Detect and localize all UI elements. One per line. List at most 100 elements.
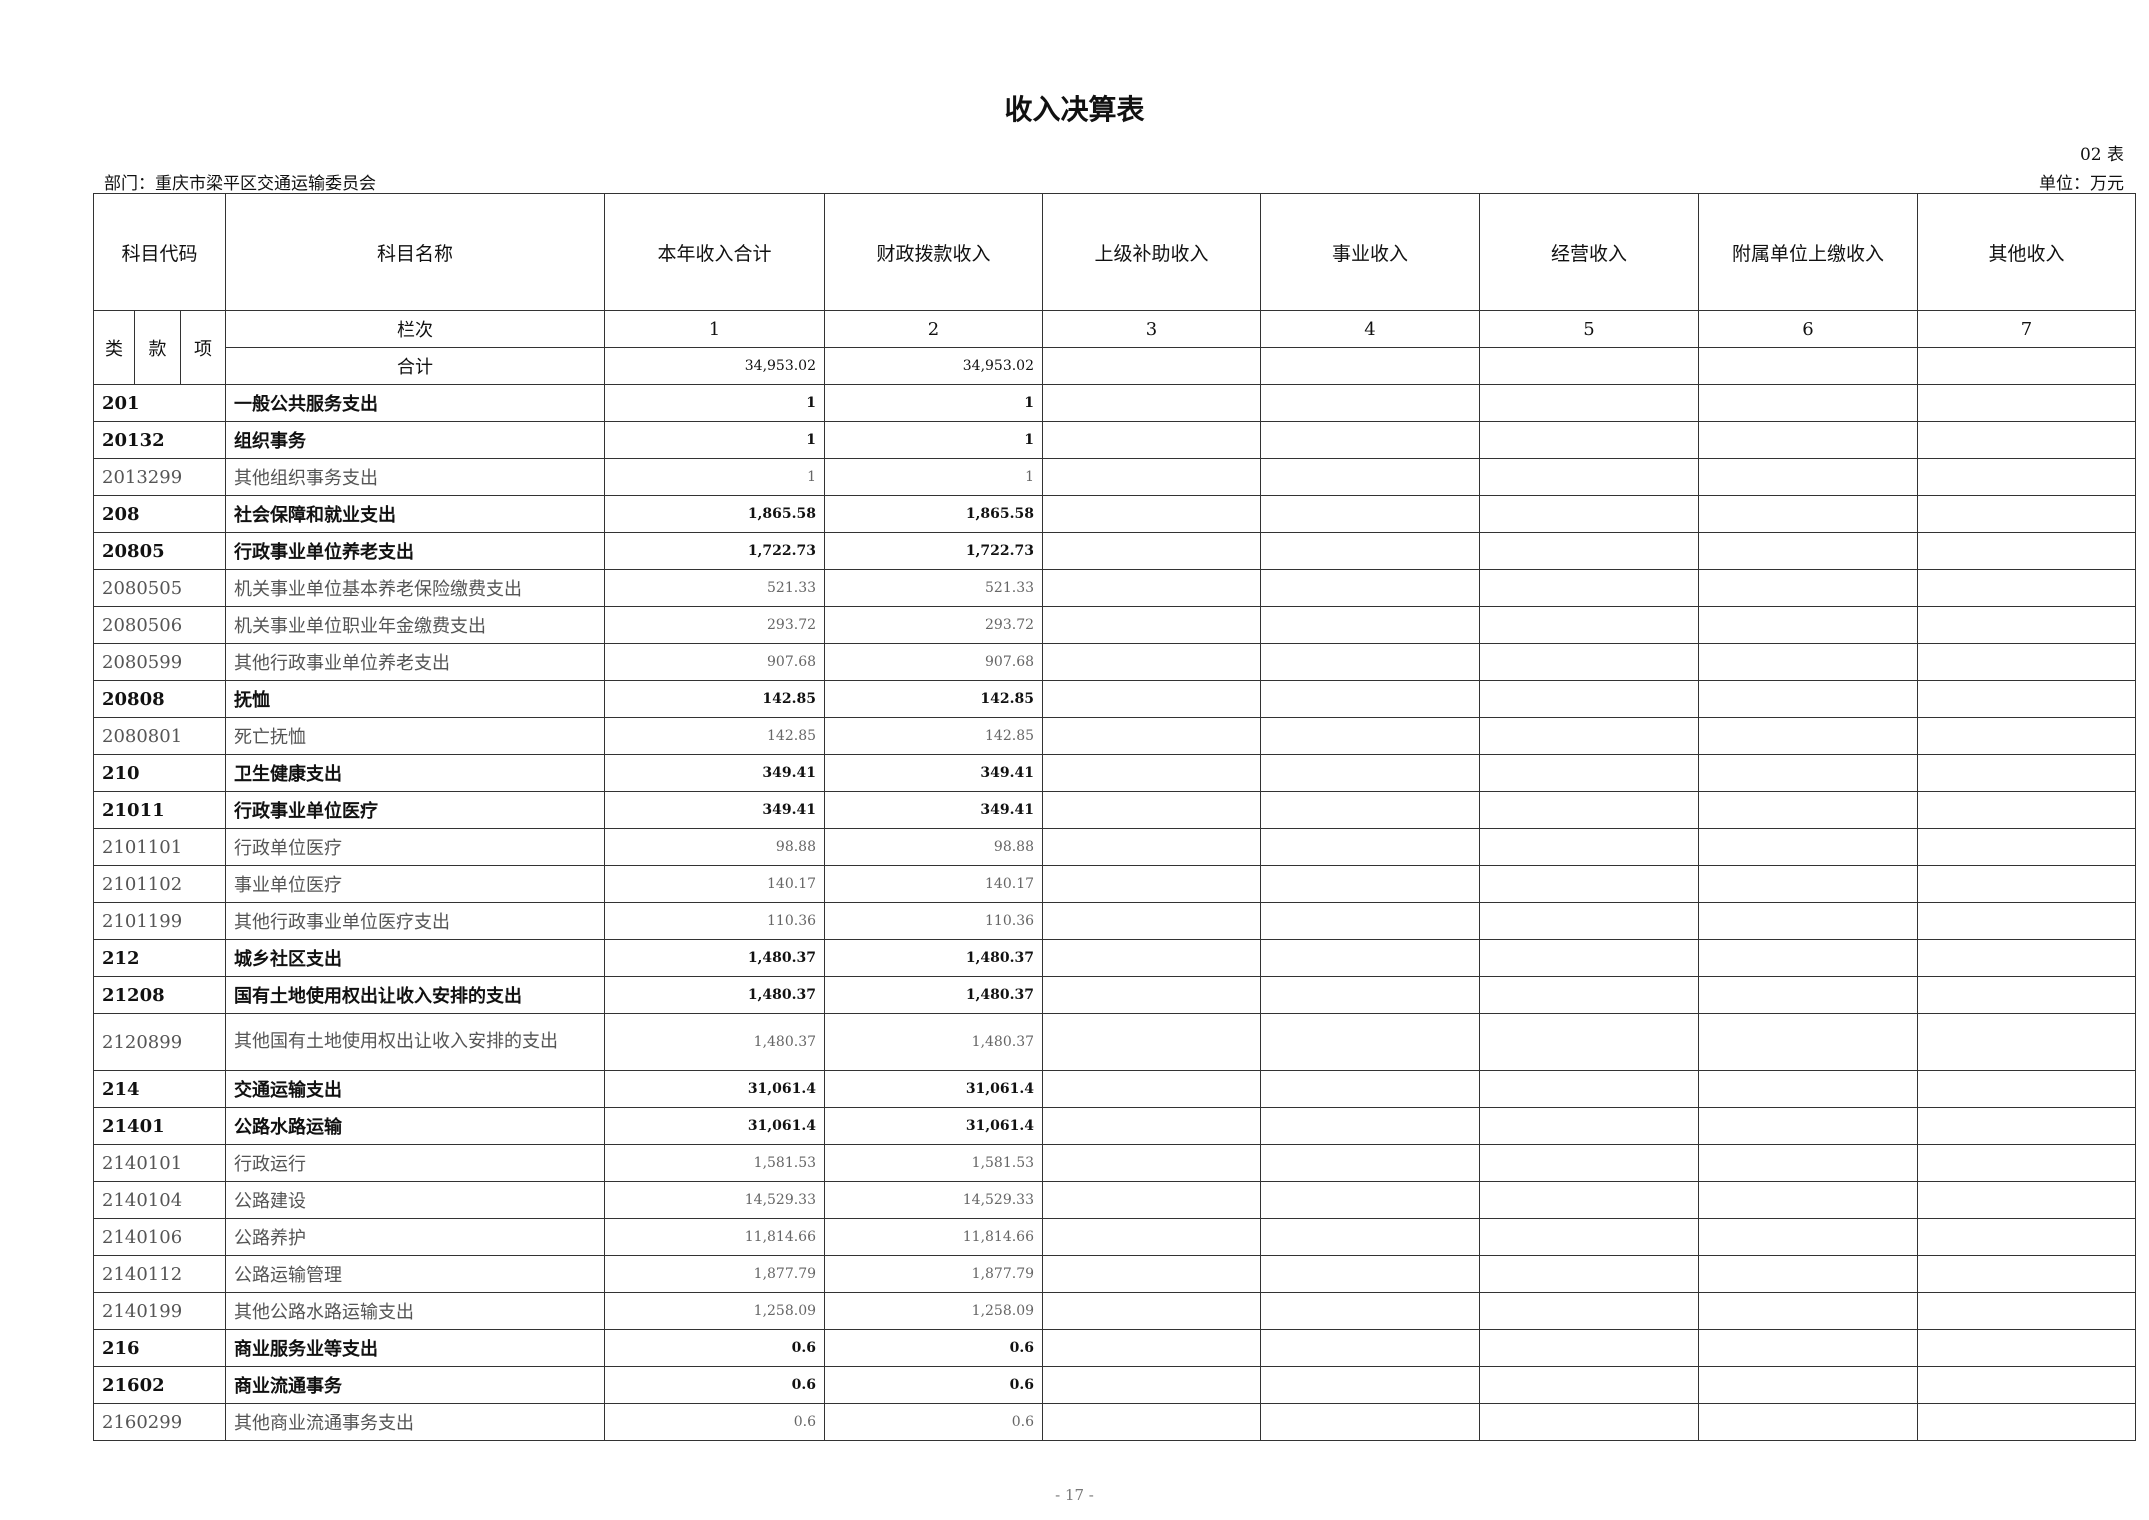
- row-fiscal: 1,258.09: [824, 1292, 1044, 1330]
- empty-cell: [1479, 532, 1700, 570]
- table-row: 208 社会保障和就业支出 1,865.58 1,865.58: [92, 495, 2137, 533]
- row-total: 1: [604, 384, 826, 422]
- page-number: - 17 -: [1055, 1486, 1094, 1504]
- row-total: 1: [604, 421, 826, 459]
- row-total: 140.17: [604, 865, 826, 903]
- row-name: 行政单位医疗: [225, 828, 606, 866]
- empty-cell: [1042, 791, 1262, 829]
- table-row: 2101199 其他行政事业单位医疗支出 110.36 110.36: [92, 902, 2137, 940]
- row-fiscal: 140.17: [824, 865, 1044, 903]
- row-code: 21602: [92, 1366, 227, 1404]
- row-name: 事业单位医疗: [225, 865, 606, 903]
- empty-cell: [1260, 865, 1481, 903]
- department-label: 部门：重庆市梁平区交通运输委员会: [104, 174, 376, 194]
- empty-cell: [1260, 643, 1481, 681]
- empty-cell: [1260, 717, 1481, 755]
- empty-cell: [1917, 384, 2137, 422]
- empty-cell: [1479, 754, 1700, 792]
- empty-cell: [1479, 828, 1700, 866]
- empty-cell: [1917, 532, 2137, 570]
- empty-cell: [1698, 458, 1919, 496]
- empty-cell: [1479, 1013, 1700, 1071]
- row-code: 2080599: [92, 643, 227, 681]
- empty-cell: [1260, 1218, 1481, 1256]
- empty-cell: [1042, 939, 1262, 977]
- table-row: 201 一般公共服务支出 1 1: [92, 384, 2137, 422]
- row-name: 一般公共服务支出: [225, 384, 606, 422]
- row-code: 210: [92, 754, 227, 792]
- row-code: 2101102: [92, 865, 227, 903]
- empty-cell: [1917, 939, 2137, 977]
- row-code: 208: [92, 495, 227, 533]
- empty-cell: [1260, 606, 1481, 644]
- row-fiscal: 1: [824, 421, 1044, 459]
- row-code: 216: [92, 1329, 227, 1367]
- row-code: 2160299: [92, 1403, 227, 1441]
- empty-cell: [1698, 1292, 1919, 1330]
- empty-cell: [1698, 569, 1919, 607]
- empty-cell: [1917, 754, 2137, 792]
- empty-cell: [1917, 1403, 2137, 1441]
- row-name: 公路水路运输: [225, 1107, 606, 1145]
- empty-cell: [1042, 976, 1262, 1014]
- empty-cell: [1260, 1181, 1481, 1219]
- header-col: 本年收入合计: [604, 193, 826, 311]
- row-code: 2140112: [92, 1255, 227, 1293]
- empty-cell: [1698, 1070, 1919, 1108]
- row-name: 其他公路水路运输支出: [225, 1292, 606, 1330]
- empty-cell: [1698, 717, 1919, 755]
- empty-cell: [1917, 828, 2137, 866]
- empty-cell: [1479, 569, 1700, 607]
- table-row: 216 商业服务业等支出 0.6 0.6: [92, 1329, 2137, 1367]
- table-row: 210 卫生健康支出 349.41 349.41: [92, 754, 2137, 792]
- row-fiscal: 1: [824, 458, 1044, 496]
- row-total: 142.85: [604, 717, 826, 755]
- empty-cell: [1479, 939, 1700, 977]
- empty-cell: [1698, 902, 1919, 940]
- row-name: 机关事业单位职业年金缴费支出: [225, 606, 606, 644]
- row-fiscal: 1,581.53: [824, 1144, 1044, 1182]
- row-code: 2140101: [92, 1144, 227, 1182]
- table-row: 2140106 公路养护 11,814.66 11,814.66: [92, 1218, 2137, 1256]
- lei-label: 类: [93, 310, 135, 385]
- row-name: 行政运行: [225, 1144, 606, 1182]
- empty-cell: [1042, 865, 1262, 903]
- empty-cell: [1917, 1218, 2137, 1256]
- empty-cell: [1479, 1144, 1700, 1182]
- row-fiscal: 0.6: [824, 1366, 1044, 1404]
- row-name: 公路养护: [225, 1218, 606, 1256]
- empty-cell: [1479, 1403, 1700, 1441]
- header-row: 科目代码 科目名称 本年收入合计 财政拨款收入 上级补助收入 事业收入 经营收入…: [92, 193, 2137, 311]
- row-code: 2140104: [92, 1181, 227, 1219]
- row-total: 1,877.79: [604, 1255, 826, 1293]
- empty-cell: [1042, 1070, 1262, 1108]
- row-name: 城乡社区支出: [225, 939, 606, 977]
- table-row: 2080801 死亡抚恤 142.85 142.85: [92, 717, 2137, 755]
- row-total: 1,722.73: [604, 532, 826, 570]
- row-total: 110.36: [604, 902, 826, 940]
- table-row: 2140199 其他公路水路运输支出 1,258.09 1,258.09: [92, 1292, 2137, 1330]
- empty-cell: [1042, 643, 1262, 681]
- empty-cell: [1698, 421, 1919, 459]
- empty-cell: [1698, 939, 1919, 977]
- row-fiscal: 142.85: [824, 680, 1044, 718]
- empty-cell: [1479, 1329, 1700, 1367]
- row-code: 21401: [92, 1107, 227, 1145]
- empty-cell: [1698, 495, 1919, 533]
- empty-cell: [1042, 1403, 1262, 1441]
- row-name: 行政事业单位医疗: [225, 791, 606, 829]
- total-label: 合计: [225, 347, 606, 385]
- row-code: 212: [92, 939, 227, 977]
- row-name: 交通运输支出: [225, 1070, 606, 1108]
- row-total: 0.6: [604, 1329, 826, 1367]
- empty-cell: [1917, 1107, 2137, 1145]
- lanci-num: 7: [1917, 310, 2137, 348]
- empty-cell: [1698, 1107, 1919, 1145]
- empty-cell: [1479, 384, 1700, 422]
- empty-cell: [1042, 569, 1262, 607]
- table-row: 2080505 机关事业单位基本养老保险缴费支出 521.33 521.33: [92, 569, 2137, 607]
- row-name: 其他国有土地使用权出让收入安排的支出: [225, 1013, 606, 1071]
- row-name: 公路运输管理: [225, 1255, 606, 1293]
- empty-cell: [1698, 1329, 1919, 1367]
- table-row: 2140101 行政运行 1,581.53 1,581.53: [92, 1144, 2137, 1182]
